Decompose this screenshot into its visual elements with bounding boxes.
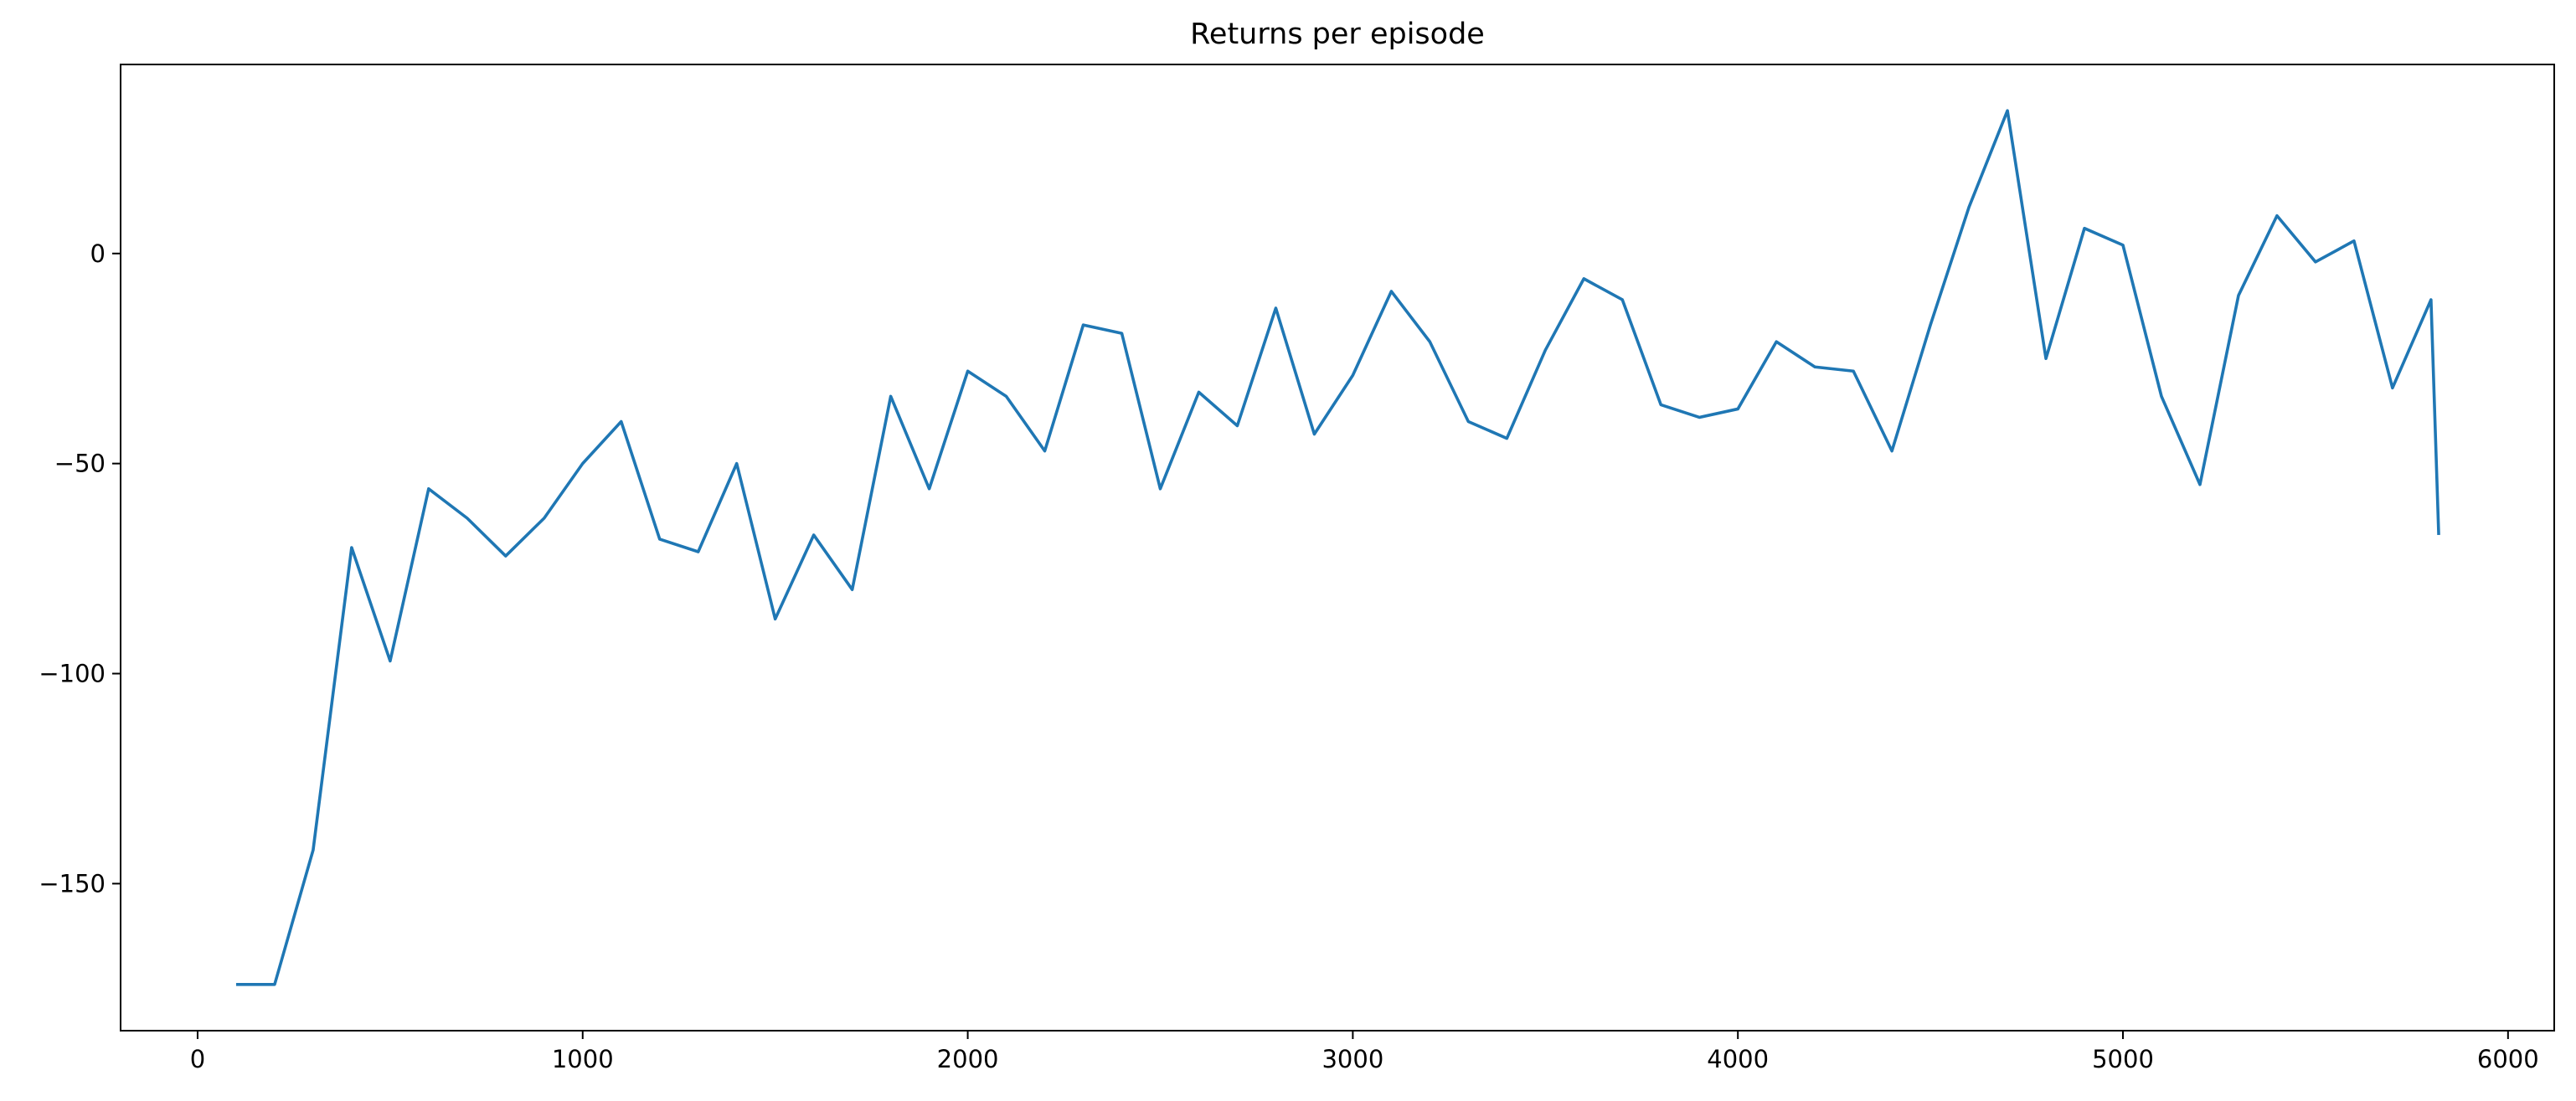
chart-title: Returns per episode — [1190, 18, 1485, 51]
x-tick-label: 0 — [190, 1045, 205, 1073]
x-tick-label: 2000 — [937, 1045, 999, 1073]
plot-frame — [120, 64, 2555, 1032]
x-tick-label: 3000 — [1321, 1045, 1383, 1073]
x-axis: 0 1000 2000 3000 4000 5000 6000 — [190, 1031, 2539, 1073]
x-tick-label: 5000 — [2092, 1045, 2154, 1073]
x-tick-label: 1000 — [552, 1045, 614, 1073]
plot-area — [235, 109, 2440, 986]
y-tick-label: 0 — [90, 239, 106, 268]
x-tick-label: 6000 — [2477, 1045, 2539, 1073]
y-tick-label: −100 — [39, 660, 106, 688]
x-tick-label: 4000 — [1707, 1045, 1769, 1073]
y-tick-label: −150 — [39, 869, 106, 898]
series-line-0 — [235, 109, 2440, 986]
y-tick-label: −50 — [54, 450, 106, 478]
y-axis: −150 −100 −50 0 — [39, 239, 121, 898]
